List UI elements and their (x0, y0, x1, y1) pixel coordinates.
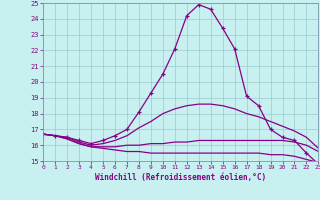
X-axis label: Windchill (Refroidissement éolien,°C): Windchill (Refroidissement éolien,°C) (95, 173, 266, 182)
